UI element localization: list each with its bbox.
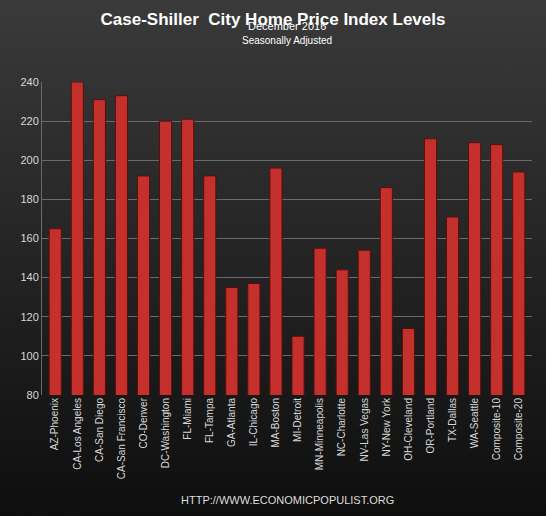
svg-text:HTTP://WWW.ECONOMICPOPULIST.OR: HTTP://WWW.ECONOMICPOPULIST.ORG <box>181 494 394 506</box>
svg-text:240: 240 <box>20 76 38 88</box>
svg-text:MN-Minneapolis: MN-Minneapolis <box>314 398 325 470</box>
svg-text:CA-San Diego: CA-San Diego <box>94 398 105 462</box>
svg-text:OR-Portland: OR-Portland <box>425 398 436 454</box>
svg-text:Source: S&P: Source: S&P <box>12 508 86 516</box>
svg-text:FL-Miami: FL-Miami <box>182 398 193 440</box>
svg-text:GA-Atlanta: GA-Atlanta <box>226 398 237 447</box>
svg-text:80: 80 <box>27 389 39 401</box>
svg-text:120: 120 <box>20 311 38 323</box>
svg-text:Composite-10: Composite-10 <box>491 398 502 461</box>
svg-text:NY-New York: NY-New York <box>381 397 392 457</box>
svg-text:200: 200 <box>20 154 38 166</box>
svg-text:Case-Shiller City Home Price: Case-Shiller City Home Price Index Level… <box>101 10 446 29</box>
svg-text:FL-Tampa: FL-Tampa <box>204 398 215 443</box>
svg-text:Seasonally Adjusted: Seasonally Adjusted <box>242 35 332 46</box>
svg-text:OH-Cleveland: OH-Cleveland <box>403 398 414 461</box>
svg-text:CA-San Francisco: CA-San Francisco <box>116 398 127 480</box>
svg-text:100: 100 <box>20 350 38 362</box>
svg-text:CA-Los Angeles: CA-Los Angeles <box>72 398 83 470</box>
svg-text:IL-Chicago: IL-Chicago <box>248 398 259 447</box>
svg-text:WA-Seattle: WA-Seattle <box>469 398 480 449</box>
svg-text:140: 140 <box>20 271 38 283</box>
svg-text:220: 220 <box>20 115 38 127</box>
svg-text:CO-Denver: CO-Denver <box>138 397 149 448</box>
svg-text:MI-Detroit: MI-Detroit <box>292 398 303 442</box>
svg-text:Composite-20: Composite-20 <box>513 398 524 461</box>
svg-text:December 2016: December 2016 <box>248 20 326 32</box>
svg-text:180: 180 <box>20 193 38 205</box>
svg-text:TX-Dallas: TX-Dallas <box>447 398 458 442</box>
svg-text:DC-Washington: DC-Washington <box>160 398 171 468</box>
svg-text:MA-Boston: MA-Boston <box>270 398 281 447</box>
svg-text:NC-Charlotte: NC-Charlotte <box>336 398 347 457</box>
svg-text:AZ-Phoenix: AZ-Phoenix <box>49 398 60 450</box>
svg-text:NV-Las Vegas: NV-Las Vegas <box>359 398 370 461</box>
svg-text:160: 160 <box>20 232 38 244</box>
